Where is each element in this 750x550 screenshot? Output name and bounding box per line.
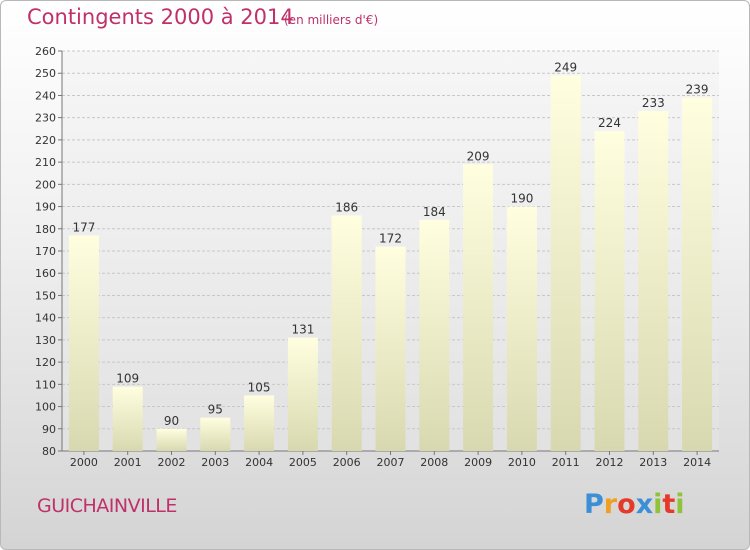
bar xyxy=(287,337,318,451)
unit-note: (en milliers d'€) xyxy=(284,13,379,27)
bar-value-label: 209 xyxy=(467,149,490,163)
logo-letter: i xyxy=(653,489,663,520)
bar xyxy=(682,97,713,452)
y-tick-label: 250 xyxy=(35,67,56,80)
proxiti-logo[interactable]: Proxiti xyxy=(584,489,685,520)
y-tick-label: 170 xyxy=(35,245,56,258)
bar xyxy=(68,235,99,451)
x-tick-label: 2001 xyxy=(114,456,142,469)
bar xyxy=(112,386,143,451)
bar xyxy=(506,206,537,451)
y-tick-label: 260 xyxy=(35,45,56,58)
bar-value-label: 224 xyxy=(598,116,621,130)
bar xyxy=(244,395,275,451)
y-tick-label: 150 xyxy=(35,289,56,302)
y-tick-label: 210 xyxy=(35,156,56,169)
bar-value-label: 95 xyxy=(208,403,223,417)
bar-value-label: 239 xyxy=(686,83,709,97)
bar-value-label: 177 xyxy=(72,220,95,234)
bar xyxy=(594,131,625,451)
x-tick-label: 2009 xyxy=(464,456,492,469)
logo-letter: x xyxy=(635,489,654,520)
bar-value-label: 233 xyxy=(642,96,665,110)
x-tick-label: 2006 xyxy=(333,456,361,469)
bar xyxy=(463,164,494,452)
y-tick-label: 80 xyxy=(42,445,56,458)
x-tick-label: 2000 xyxy=(70,456,98,469)
x-tick-label: 2005 xyxy=(289,456,317,469)
y-tick-label: 240 xyxy=(35,89,56,102)
bar xyxy=(200,417,231,451)
bar xyxy=(375,246,406,451)
bar xyxy=(638,111,669,451)
bar xyxy=(156,428,187,451)
bar-value-label: 172 xyxy=(379,232,402,246)
y-tick-label: 100 xyxy=(35,401,56,414)
x-tick-label: 2008 xyxy=(420,456,448,469)
bar-value-label: 190 xyxy=(510,192,533,206)
x-tick-label: 2011 xyxy=(552,456,580,469)
chart-title: Contingents 2000 à 2014 xyxy=(27,5,294,29)
x-tick-label: 2007 xyxy=(377,456,405,469)
y-tick-label: 110 xyxy=(35,378,56,391)
logo-letter: r xyxy=(603,489,618,520)
y-tick-label: 90 xyxy=(42,423,56,436)
x-tick-label: 2010 xyxy=(508,456,536,469)
y-tick-label: 200 xyxy=(35,178,56,191)
y-tick-label: 180 xyxy=(35,223,56,236)
bar xyxy=(419,219,450,451)
bar-value-label: 186 xyxy=(335,200,358,214)
bar-value-label: 105 xyxy=(248,380,271,394)
x-tick-label: 2014 xyxy=(683,456,711,469)
y-tick-label: 160 xyxy=(35,267,56,280)
logo-letter: t xyxy=(662,489,676,520)
y-tick-label: 120 xyxy=(35,356,56,369)
bar-value-label: 249 xyxy=(554,60,577,74)
x-tick-label: 2003 xyxy=(201,456,229,469)
y-tick-label: 190 xyxy=(35,201,56,214)
y-tick-label: 130 xyxy=(35,334,56,347)
x-tick-label: 2004 xyxy=(245,456,273,469)
bar xyxy=(331,215,362,451)
x-tick-label: 2012 xyxy=(596,456,624,469)
x-tick-label: 2002 xyxy=(158,456,186,469)
x-tick-label: 2013 xyxy=(639,456,667,469)
commune-name: GUICHAINVILLE xyxy=(37,495,177,517)
bar-value-label: 184 xyxy=(423,205,446,219)
bar-value-label: 109 xyxy=(116,372,139,386)
logo-letter: i xyxy=(675,489,685,520)
y-tick-label: 140 xyxy=(35,312,56,325)
bar-value-label: 131 xyxy=(291,323,314,337)
y-tick-label: 220 xyxy=(35,134,56,147)
logo-letter: P xyxy=(584,489,604,520)
logo-letter: o xyxy=(617,489,636,520)
y-tick-label: 230 xyxy=(35,112,56,125)
bar xyxy=(550,75,581,451)
bar-value-label: 90 xyxy=(164,414,179,428)
